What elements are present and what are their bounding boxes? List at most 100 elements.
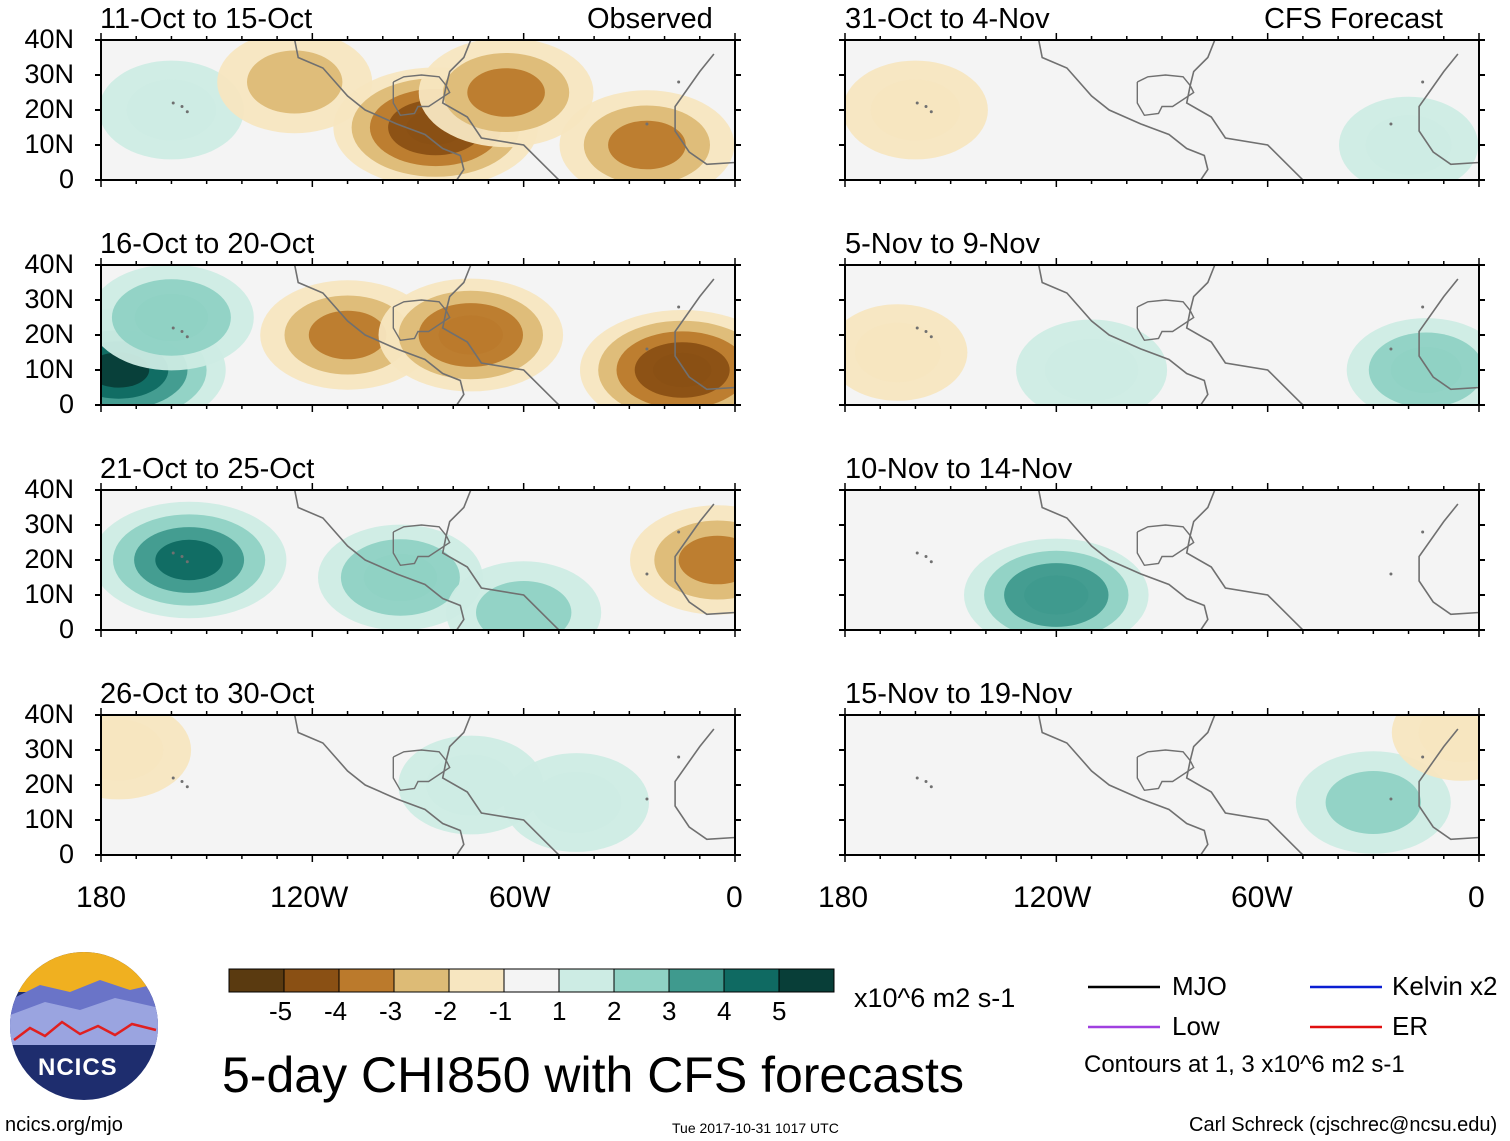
island — [1421, 305, 1425, 309]
observed-label: Observed — [587, 3, 713, 35]
anomaly-shading — [438, 315, 503, 355]
y-tick-label: 0 — [58, 389, 74, 419]
colorbar — [228, 968, 835, 993]
island — [915, 551, 919, 555]
island — [677, 755, 681, 759]
legend-note: Contours at 1, 3 x10^6 m2 s-1 — [1084, 1051, 1405, 1078]
colorbar-tick-label: -1 — [489, 996, 513, 1026]
island — [915, 101, 919, 105]
coastline — [1037, 490, 1305, 630]
island — [645, 122, 649, 126]
island — [180, 330, 184, 333]
anomaly-shading — [134, 294, 208, 341]
y-tick-label: 20N — [24, 94, 74, 124]
colorbar-swatch — [558, 968, 615, 993]
island — [677, 80, 681, 84]
y-tick-label: 0 — [58, 839, 74, 869]
island — [1389, 797, 1393, 801]
logo-sun — [10, 952, 158, 992]
island — [924, 780, 928, 783]
island — [924, 105, 928, 108]
coastline — [1037, 715, 1305, 855]
anomaly-shading — [531, 772, 622, 833]
colorbar-units: x10^6 m2 s-1 — [854, 983, 1016, 1013]
map-panel — [101, 265, 735, 405]
legend-label-low: Low — [1172, 1011, 1220, 1041]
island — [677, 530, 681, 534]
anomaly-shading — [126, 79, 216, 141]
logo-trace — [13, 1020, 157, 1041]
map-panel — [845, 715, 1479, 855]
y-tick-label: 10N — [24, 129, 74, 159]
island — [185, 335, 189, 339]
y-tick-label: 20N — [24, 319, 74, 349]
coastline — [293, 715, 561, 855]
coastline — [1418, 715, 1479, 841]
island — [171, 326, 175, 330]
coastline — [1136, 749, 1195, 792]
anomaly-shading — [155, 539, 223, 581]
island — [645, 797, 649, 801]
island — [677, 305, 681, 309]
legend-label-er: ER — [1392, 1011, 1429, 1041]
anomaly-shading — [426, 754, 516, 816]
x-tick-label: 60W — [489, 881, 551, 914]
island — [929, 785, 933, 789]
coastline — [1418, 265, 1479, 391]
anomaly-shading — [1390, 347, 1462, 393]
map-panel — [845, 265, 1479, 405]
anomaly-shading — [1024, 575, 1089, 615]
colorbar-tick-label: 4 — [717, 996, 732, 1026]
legend-label-kelvin: Kelvin x2 — [1392, 971, 1498, 1001]
y-tick-label: 10N — [24, 579, 74, 609]
footer-url[interactable]: ncics.org/mjo — [5, 1114, 123, 1136]
colorbar-tick-label: 1 — [552, 996, 567, 1026]
coastline — [674, 40, 735, 166]
island — [1421, 755, 1425, 759]
island — [171, 101, 175, 105]
panel-title: 10-Nov to 14-Nov — [845, 453, 1073, 485]
anomaly-shading — [678, 535, 735, 585]
y-tick-label: 30N — [24, 734, 74, 764]
footer-timestamp: Tue 2017-10-31 1017 UTC — [672, 1120, 839, 1136]
x-tick-label: 180 — [76, 881, 127, 914]
colorbar-swatch — [393, 968, 450, 993]
anomaly-shading — [1325, 771, 1422, 834]
y-tick-label: 30N — [24, 59, 74, 89]
colorbar-swatch — [778, 968, 835, 993]
y-tick-label: 30N — [24, 509, 74, 539]
island — [929, 335, 933, 339]
island — [924, 330, 928, 333]
map-panel — [101, 490, 735, 630]
island — [171, 776, 175, 780]
island — [171, 551, 175, 555]
map-panel — [845, 490, 1479, 630]
coastline — [392, 524, 451, 567]
logo-art — [10, 952, 158, 1045]
coastline — [1037, 265, 1305, 405]
colorbar-swatch — [723, 968, 780, 993]
y-tick-label: 40N — [24, 474, 74, 504]
island — [1421, 530, 1425, 534]
legend-label-mjo: MJO — [1172, 971, 1227, 1001]
y-tick-label: 10N — [24, 354, 74, 384]
colorbar-swatch — [668, 968, 725, 993]
island — [185, 560, 189, 564]
colorbar-swatch — [338, 968, 395, 993]
panel-title: 11-Oct to 15-Oct — [100, 3, 313, 35]
anomaly-shading — [1045, 339, 1139, 401]
anomaly-shading — [653, 352, 712, 388]
island — [645, 347, 649, 351]
colorbar-tick-label: -4 — [324, 996, 348, 1026]
logo-text: NCICS — [38, 1054, 118, 1081]
colorbar-tick-label: 3 — [662, 996, 677, 1026]
coastline — [392, 749, 451, 792]
y-tick-label: 0 — [58, 164, 74, 194]
coastline — [293, 40, 561, 180]
coastline — [1136, 74, 1195, 117]
island — [1389, 347, 1393, 351]
colorbar-swatch — [228, 968, 285, 993]
island — [645, 572, 649, 576]
coastline — [293, 265, 561, 405]
